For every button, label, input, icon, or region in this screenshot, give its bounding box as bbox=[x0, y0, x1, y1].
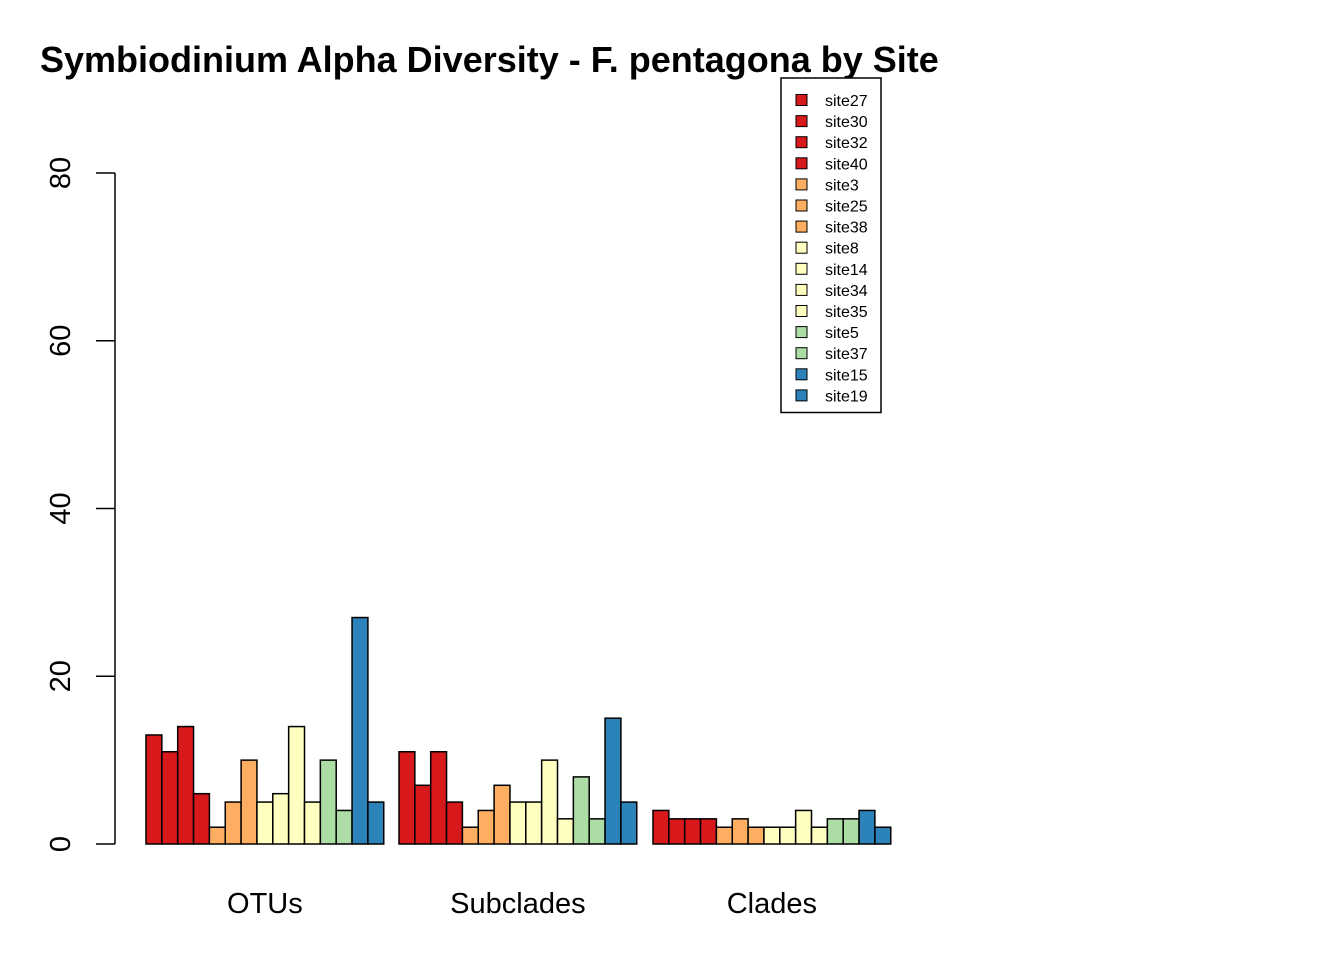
legend-label-site34: site34 bbox=[825, 283, 868, 300]
bar-site34-otus bbox=[287, 725, 306, 845]
y-tick-label: 40 bbox=[45, 492, 77, 524]
bar-site27-subclades bbox=[398, 750, 416, 845]
legend-swatch-site15 bbox=[795, 368, 808, 381]
legend-label-site14: site14 bbox=[825, 262, 868, 279]
legend-label-site8: site8 bbox=[825, 241, 859, 258]
legend-label-site37: site37 bbox=[825, 346, 868, 363]
bar-site15-otus bbox=[351, 616, 369, 845]
bar-site37-clades bbox=[842, 818, 860, 845]
bar-site32-clades bbox=[683, 818, 702, 845]
legend-swatch-site25 bbox=[795, 199, 808, 212]
bar-site27-clades bbox=[652, 809, 670, 845]
legend-swatch-site35 bbox=[795, 305, 808, 317]
legend-label-site5: site5 bbox=[825, 325, 859, 342]
bar-site8-otus bbox=[256, 801, 274, 845]
legend-swatch-site30 bbox=[795, 115, 808, 128]
bar-site19-clades bbox=[874, 826, 892, 845]
bar-site19-otus bbox=[367, 801, 385, 845]
legend-swatch-site34 bbox=[795, 283, 808, 296]
y-tick-label: 80 bbox=[45, 157, 77, 189]
bar-site3-otus bbox=[208, 826, 226, 845]
bar-site32-subclades bbox=[429, 750, 448, 845]
bar-site32-otus bbox=[176, 725, 195, 845]
bar-site5-clades bbox=[826, 818, 844, 845]
y-axis: 0 20 40 60 80 bbox=[45, 157, 116, 852]
legend-swatch-site37 bbox=[795, 347, 808, 360]
bar-site25-subclades bbox=[477, 809, 495, 845]
legend-label-site35: site35 bbox=[825, 304, 868, 321]
bar-site27-otus bbox=[145, 734, 163, 845]
x-category-label: Clades bbox=[727, 888, 817, 920]
bar-site3-clades bbox=[715, 826, 734, 845]
bar-site30-subclades bbox=[414, 784, 432, 845]
legend: site27 site30 site32 site40 site3 site25 site3… bbox=[780, 77, 882, 414]
bar-site40-subclades bbox=[445, 801, 464, 845]
legend-swatch-site19 bbox=[795, 389, 808, 402]
bar-site34-subclades bbox=[540, 759, 559, 845]
legend-swatch-site27 bbox=[795, 94, 808, 106]
bar-group-clades bbox=[652, 809, 892, 845]
legend-swatch-site8 bbox=[795, 241, 808, 254]
bar-site8-subclades bbox=[509, 801, 527, 845]
legend-label-site40: site40 bbox=[825, 156, 868, 173]
y-tick-label: 20 bbox=[45, 660, 77, 692]
bar-site35-subclades bbox=[556, 818, 575, 845]
legend-swatch-site38 bbox=[795, 220, 808, 233]
bar-site35-clades bbox=[810, 826, 829, 845]
x-category-label: Subclades bbox=[450, 888, 585, 920]
bar-site14-subclades bbox=[525, 801, 543, 845]
legend-label-site15: site15 bbox=[825, 367, 868, 384]
bar-group-subclades bbox=[398, 717, 638, 845]
legend-label-site3: site3 bbox=[825, 177, 859, 194]
bar-site37-otus bbox=[335, 809, 353, 845]
legend-label-site32: site32 bbox=[825, 135, 868, 152]
bar-site5-otus bbox=[319, 759, 337, 845]
legend-swatch-site40 bbox=[795, 157, 808, 170]
bar-site40-otus bbox=[192, 792, 211, 845]
chart-title: Symbiodinium Alpha Diversity - F. pentag… bbox=[40, 39, 939, 80]
bar-site14-clades bbox=[779, 826, 797, 845]
legend-swatch-site32 bbox=[795, 136, 808, 149]
legend-label-site30: site30 bbox=[825, 114, 868, 131]
bar-site30-clades bbox=[668, 818, 686, 845]
legend-label-site38: site38 bbox=[825, 220, 868, 237]
legend-label-site27: site27 bbox=[825, 93, 868, 110]
bar-site25-otus bbox=[224, 801, 242, 845]
bar-site38-otus bbox=[240, 759, 258, 845]
x-axis-labels: OTUs Subclades Clades bbox=[227, 888, 817, 920]
bar-site38-subclades bbox=[493, 784, 511, 845]
y-tick-label: 60 bbox=[45, 325, 77, 357]
y-tick-label: 0 bbox=[45, 836, 77, 852]
bar-site3-subclades bbox=[461, 826, 479, 845]
legend-swatch-site5 bbox=[795, 326, 808, 339]
bar-site15-subclades bbox=[604, 717, 622, 845]
bar-site38-clades bbox=[747, 826, 765, 845]
bar-site37-subclades bbox=[588, 818, 606, 845]
bar-site35-otus bbox=[303, 801, 322, 845]
bars-group bbox=[145, 616, 892, 845]
bar-site25-clades bbox=[731, 818, 749, 845]
legend-swatch-site14 bbox=[795, 262, 808, 275]
bar-site5-subclades bbox=[572, 776, 590, 845]
x-category-label: OTUs bbox=[227, 888, 303, 920]
bar-site30-otus bbox=[161, 750, 179, 845]
legend-swatch-site3 bbox=[795, 178, 808, 191]
bar-site15-clades bbox=[858, 809, 876, 845]
bar-site19-subclades bbox=[620, 801, 638, 845]
bar-site14-otus bbox=[272, 792, 290, 845]
bar-site8-clades bbox=[763, 826, 781, 845]
legend-label-site19: site19 bbox=[825, 388, 868, 405]
bar-group-otus bbox=[145, 616, 385, 845]
bar-site34-clades bbox=[794, 809, 813, 845]
bar-site40-clades bbox=[699, 818, 718, 845]
legend-label-site25: site25 bbox=[825, 199, 868, 216]
